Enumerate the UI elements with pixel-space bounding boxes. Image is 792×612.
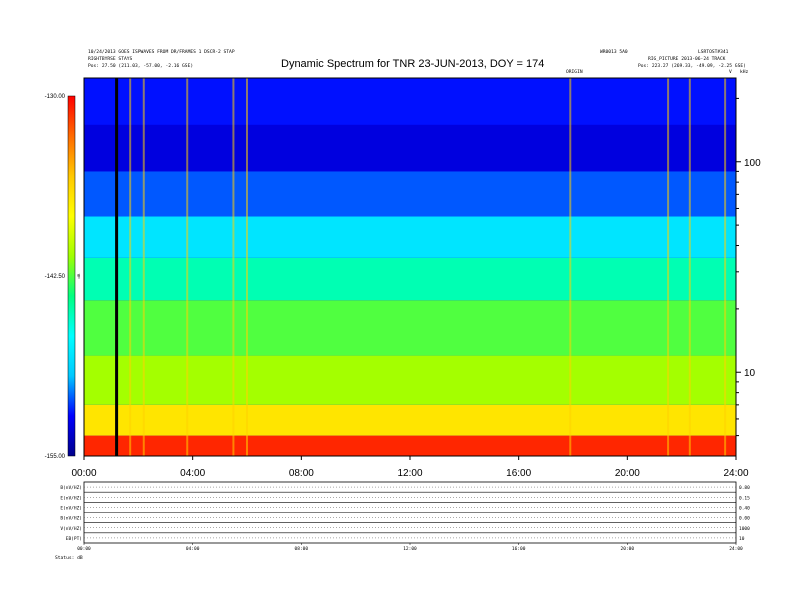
panel-x-tick-label: 24:00 bbox=[729, 546, 743, 552]
x-tick-label: 24:00 bbox=[723, 468, 748, 479]
panel-label: B(nV/HZ) bbox=[60, 485, 82, 491]
spectrogram-band bbox=[84, 355, 736, 405]
panel-scale-label: 1000 bbox=[739, 526, 750, 532]
panel-label: B(nV/HZ) bbox=[60, 516, 82, 522]
header-origin-label: ORIGIN bbox=[566, 70, 583, 75]
panel-x-tick-label: 20:00 bbox=[621, 546, 635, 552]
spectrogram-burst bbox=[129, 78, 132, 456]
panel-x-tick-label: 16:00 bbox=[512, 546, 526, 552]
header-info-right-b: LSRTOST#341 bbox=[698, 50, 729, 55]
header-info-right-2: RIG_PICTURE 2013-06-24 TRACK bbox=[648, 57, 726, 62]
colorbar: -130.00 -142.50 -155.00 dB bbox=[45, 94, 81, 460]
spectrogram-burst bbox=[569, 78, 572, 456]
panel-scale-label: 0.80 bbox=[739, 485, 750, 491]
panel-x-tick-label: 08:00 bbox=[295, 546, 309, 552]
spectrogram-band bbox=[84, 435, 736, 456]
spectrogram-band bbox=[84, 404, 736, 436]
panel-label: E(nV/HZ) bbox=[60, 495, 82, 501]
header-info-right-a: WR0013 5A0 bbox=[600, 50, 628, 55]
chart-axes: 00:00 04:00 08:00 12:00 16:00 20:00 24:00 100 10 bbox=[71, 77, 761, 479]
colorbar-tick-label: -142.50 bbox=[45, 274, 66, 280]
header-khz-label: kHz bbox=[740, 70, 749, 75]
y-tick-label: 10 bbox=[744, 368, 756, 379]
colorbar-tick-label: -155.00 bbox=[45, 454, 66, 460]
colorbar-scale bbox=[67, 95, 76, 457]
header-info-line1: 10/24/2013 GOES ISPWAVES FROM DR/FRAMES … bbox=[88, 50, 235, 55]
panel-scale-label: 0.40 bbox=[739, 505, 750, 511]
spectrogram-band bbox=[84, 78, 736, 125]
colorbar-tick-label: -130.00 bbox=[45, 94, 66, 100]
spectrogram-burst bbox=[186, 78, 189, 456]
x-tick-label: 00:00 bbox=[71, 468, 96, 479]
spectrogram-band bbox=[84, 300, 736, 356]
spectrogram-band bbox=[84, 124, 736, 172]
spectrogram-burst bbox=[232, 78, 235, 456]
panel-label: EB(PT) bbox=[66, 536, 82, 542]
spectrogram-burst bbox=[142, 78, 145, 456]
x-tick-label: 08:00 bbox=[289, 468, 314, 479]
x-tick-label: 04:00 bbox=[180, 468, 205, 479]
x-tick-label: 16:00 bbox=[506, 468, 531, 479]
spectrogram-band bbox=[84, 171, 736, 217]
x-tick-label: 20:00 bbox=[615, 468, 640, 479]
colorbar-label: dB bbox=[76, 273, 81, 278]
panel-label: V(nV/HZ) bbox=[60, 526, 82, 532]
panel-x-tick-label: 00:00 bbox=[77, 546, 91, 552]
bottom-panels: B(nV/HZ) 0.80 E(nV/HZ) 0.15 E(nV/HZ) 0.40 B(nV… bbox=[60, 481, 750, 552]
panel-scale-label: 10 bbox=[739, 536, 745, 542]
panel-label: E(nV/HZ) bbox=[60, 505, 82, 511]
spectrogram-band bbox=[84, 257, 736, 301]
header-position-right: Pos: 223.27 (269.33, -49.09, -2.25 GSE) bbox=[638, 64, 746, 69]
footer-status: Status: dB bbox=[55, 556, 83, 561]
spectrogram-band bbox=[84, 216, 736, 258]
x-tick-label: 12:00 bbox=[397, 468, 422, 479]
header-v-label: V bbox=[729, 70, 732, 75]
spectrogram-burst bbox=[667, 78, 670, 456]
time-marker-line bbox=[115, 78, 119, 456]
spectrogram-burst bbox=[688, 78, 691, 456]
panel-x-tick-label: 12:00 bbox=[403, 546, 417, 552]
spectrogram bbox=[84, 78, 736, 456]
spectrogram-burst bbox=[724, 78, 727, 456]
panel-scale-label: 0.00 bbox=[739, 516, 750, 522]
panel-scale-label: 0.15 bbox=[739, 495, 750, 501]
spectrogram-burst bbox=[246, 78, 248, 456]
panel-x-tick-label: 04:00 bbox=[186, 546, 200, 552]
header-position-left: Pos: 27.50 (211.03, -57.00, -2.16 GSE) bbox=[88, 64, 194, 69]
y-tick-label: 100 bbox=[744, 158, 761, 169]
header-info-line2: RIGHTBYRSE STAYS bbox=[88, 57, 133, 62]
chart-title: Dynamic Spectrum for TNR 23-JUN-2013, DO… bbox=[281, 58, 545, 70]
